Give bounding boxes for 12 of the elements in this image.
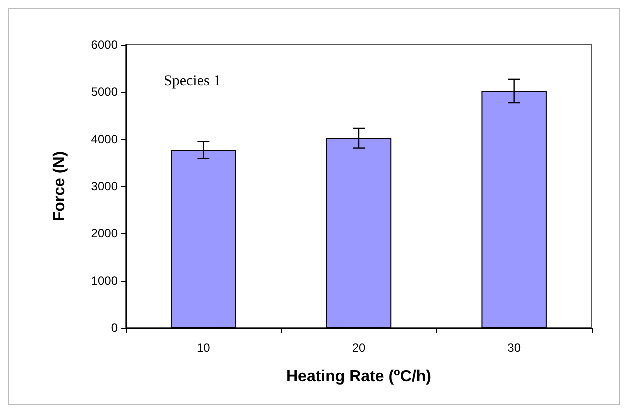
y-tick-label: 1000 [91, 274, 118, 288]
y-tick-label: 4000 [91, 132, 118, 146]
y-tick-label: 5000 [91, 85, 118, 100]
x-tick-label: 20 [352, 341, 366, 355]
y-axis-title: Force (N) [52, 151, 68, 222]
y-tick-label: 0 [111, 321, 118, 335]
x-tick-label: 10 [196, 341, 211, 355]
y-tick-label: 6000 [91, 38, 118, 52]
y-tick-label: 2000 [91, 226, 118, 241]
y-tick-label: 3000 [91, 180, 118, 194]
annotation: Species 1 [164, 74, 222, 90]
x-tick-label: 30 [508, 341, 522, 355]
